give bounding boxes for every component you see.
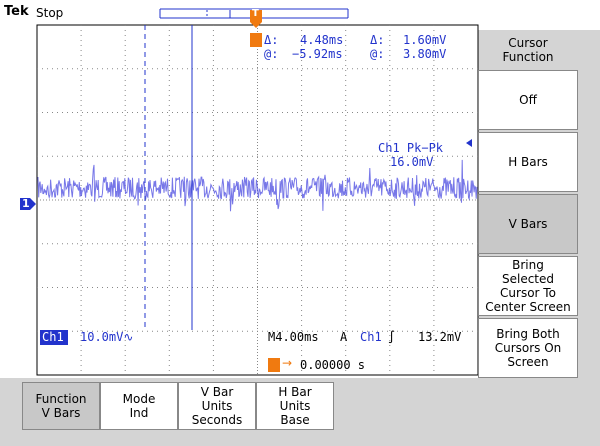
channel-label: Ch1 (42, 330, 64, 344)
measurement-value: 16.0mV (390, 155, 434, 169)
button-text: H Bars (508, 155, 548, 169)
menu-button[interactable]: V Bar Units Seconds (178, 382, 256, 430)
button-text: Bring Both (496, 327, 560, 341)
delta-time-label: Δ: (264, 33, 279, 47)
button-text: Base (280, 413, 310, 427)
menu-button[interactable]: Mode Ind (100, 382, 178, 430)
delta-volt-label: Δ: (370, 33, 385, 47)
timebase: M4.00ms (268, 330, 319, 344)
delta-volt: 1.60mV (403, 33, 447, 47)
at-volt-label: @: (370, 47, 385, 61)
menu-button[interactable]: H Bars (478, 132, 578, 192)
timebase-mode: A (340, 330, 348, 344)
waveform (37, 159, 478, 212)
menu-button[interactable]: Bring Both Cursors On Screen (478, 318, 578, 378)
button-text: Center Screen (485, 300, 571, 314)
button-text: Cursors On (494, 341, 562, 355)
button-text: Ind (129, 406, 149, 420)
trigger-position: 0.00000 s (300, 358, 366, 372)
button-text: Mode (122, 392, 156, 406)
button-text: Seconds (191, 413, 243, 427)
button-text: Function (35, 392, 87, 406)
button-text: Function (502, 50, 554, 64)
at-volt: 3.80mV (403, 47, 447, 61)
trigger-arrow: → (282, 356, 293, 370)
trigger-channel: Ch1 (360, 330, 382, 344)
channel-marker: 1 (22, 197, 30, 210)
button-text: Off (519, 93, 537, 107)
button-text: H Bar (278, 385, 312, 399)
trigger-marker: T (252, 8, 259, 19)
trigger-slope: ∫ (388, 330, 396, 344)
trigger-level: 13.2mV (418, 330, 462, 344)
button-text: V Bars (508, 217, 548, 231)
menu-button[interactable]: Function V Bars (22, 382, 100, 430)
button-text: Screen (507, 355, 549, 369)
button-text: Selected (501, 272, 555, 286)
brand: Tek (4, 4, 29, 19)
button-text: V Bars (41, 406, 81, 420)
menu-button[interactable]: Cursor Function (478, 30, 578, 70)
button-text: Bring (512, 258, 544, 272)
menu-button[interactable]: Bring Selected Cursor To Center Screen (478, 256, 578, 316)
delta-time: 4.48ms (300, 33, 344, 47)
run-state: Stop (36, 6, 64, 20)
button-text: Cursor (508, 36, 548, 50)
menu-button[interactable]: V Bars (478, 194, 578, 254)
button-text: Cursor To (500, 286, 556, 300)
button-text: Units (279, 399, 311, 413)
vertical-scale: 10.0mV∿ (80, 330, 134, 344)
menu-button[interactable]: Off (478, 70, 578, 130)
button-text: Units (201, 399, 233, 413)
menu-button[interactable]: H Bar Units Base (256, 382, 334, 430)
button-text: V Bar (200, 385, 234, 399)
measurement-name: Ch1 Pk−Pk (378, 141, 444, 155)
at-time-label: @: (264, 47, 279, 61)
at-time: −5.92ms (292, 47, 343, 61)
